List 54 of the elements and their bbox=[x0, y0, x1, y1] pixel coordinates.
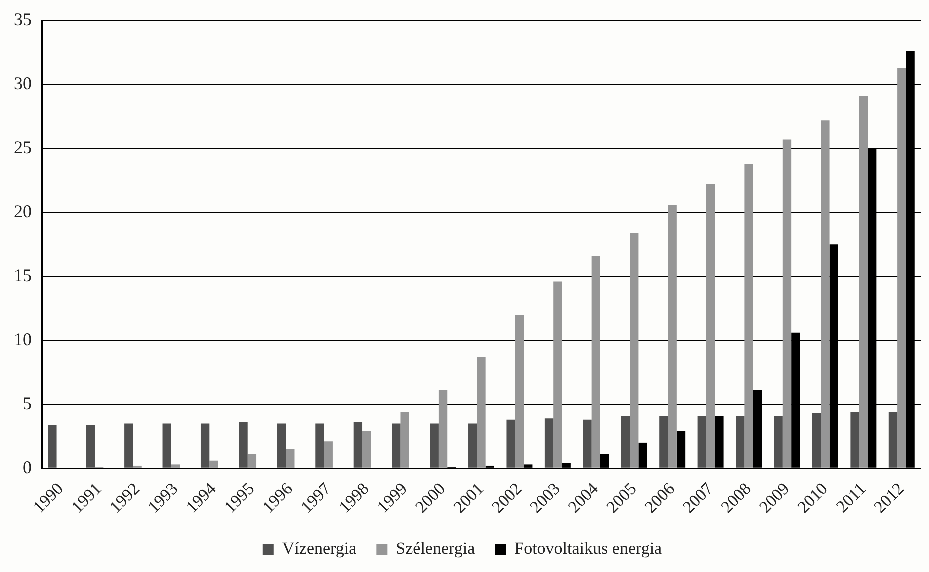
bar bbox=[583, 420, 592, 468]
bar bbox=[86, 425, 95, 468]
bar bbox=[812, 414, 822, 468]
bar bbox=[324, 442, 333, 468]
bar bbox=[354, 422, 363, 468]
bar bbox=[468, 424, 478, 468]
bar bbox=[736, 416, 745, 468]
bar bbox=[544, 418, 554, 468]
bar bbox=[668, 205, 677, 468]
bar bbox=[660, 416, 668, 468]
bar bbox=[698, 416, 706, 468]
bar bbox=[592, 256, 600, 468]
bar bbox=[859, 96, 868, 468]
bar bbox=[774, 416, 783, 468]
y-tick-label: 35 bbox=[14, 10, 32, 30]
bar bbox=[248, 454, 257, 468]
bar bbox=[850, 412, 860, 468]
bar bbox=[162, 424, 172, 468]
bar bbox=[706, 184, 716, 468]
bar bbox=[239, 422, 248, 468]
bar bbox=[621, 416, 630, 468]
bar bbox=[430, 424, 439, 468]
bar bbox=[744, 164, 754, 468]
bar bbox=[48, 425, 57, 468]
bar bbox=[477, 357, 486, 468]
bar bbox=[554, 282, 562, 468]
y-tick-label: 5 bbox=[23, 393, 32, 414]
bar bbox=[898, 68, 906, 468]
bar bbox=[506, 420, 516, 468]
bar bbox=[821, 120, 830, 468]
bar bbox=[782, 140, 792, 468]
bar bbox=[362, 431, 372, 468]
y-tick-label: 30 bbox=[14, 73, 32, 94]
bar bbox=[438, 390, 448, 468]
bar bbox=[124, 424, 134, 468]
bar bbox=[171, 464, 180, 468]
bar bbox=[392, 424, 401, 468]
bar bbox=[400, 412, 410, 468]
legend-label: Fotovoltaikus energia bbox=[514, 538, 663, 558]
bar bbox=[286, 449, 295, 468]
y-tick-label: 15 bbox=[14, 265, 32, 286]
bar bbox=[888, 412, 898, 468]
y-tick-label: 10 bbox=[14, 329, 32, 350]
bar bbox=[210, 460, 218, 468]
bar bbox=[277, 424, 286, 468]
bar bbox=[316, 424, 324, 468]
legend-label: Szélenergia bbox=[396, 538, 476, 558]
bar bbox=[630, 233, 639, 468]
y-tick-label: 0 bbox=[23, 457, 32, 478]
y-tick-label: 25 bbox=[14, 137, 32, 158]
y-tick-label: 20 bbox=[14, 201, 32, 222]
bar bbox=[515, 315, 524, 468]
legend-label: Vízenergia bbox=[282, 538, 358, 558]
bar bbox=[200, 424, 210, 468]
